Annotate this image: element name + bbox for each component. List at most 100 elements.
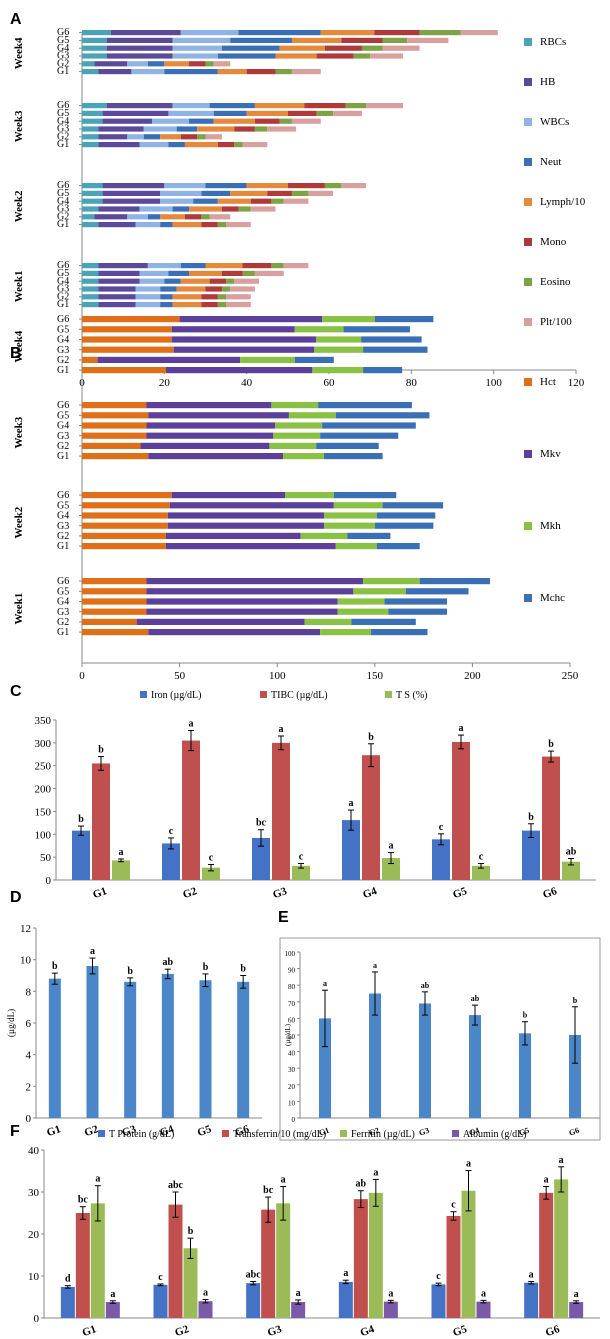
category-label: G5 (451, 885, 469, 901)
y-tick-label: 80 (288, 983, 296, 991)
bar-segment-mchc (316, 442, 379, 449)
bar-segment-eosino (217, 222, 227, 228)
bar-segment-hb (106, 103, 173, 109)
bar-segment-neut (238, 30, 321, 36)
category-label: G4 (359, 1323, 377, 1339)
y-tick-label: 0 (26, 1113, 32, 1125)
bar-segment-wbcs (135, 222, 161, 228)
legend-swatch (524, 318, 532, 326)
significance-label: a (459, 723, 464, 734)
significance-label: ab (471, 994, 480, 1003)
y-tick-label: 30 (28, 1187, 40, 1199)
bar-segment-mono (304, 103, 346, 109)
x-tick-label: 80 (406, 377, 418, 389)
category-label: G6 (541, 885, 559, 901)
bar-segment-mono (234, 126, 255, 132)
significance-label: b (573, 996, 578, 1005)
significance-label: c (479, 852, 484, 863)
bar-segment-hct (82, 608, 147, 615)
significance-label: b (203, 962, 209, 973)
bar-segment-wbcs (172, 37, 231, 43)
bar-segment-neut (160, 302, 173, 308)
bar-segment-hb (102, 198, 161, 204)
significance-label: a (296, 1288, 301, 1299)
legend-swatch (524, 594, 532, 602)
significance-label: a (388, 1288, 393, 1299)
bar-segment-rbcs (82, 45, 107, 51)
week-label: Week2 (13, 190, 25, 222)
group-label: G3 (57, 431, 69, 442)
bar-segment-mono (201, 294, 218, 300)
bar-segment-wbcs (180, 30, 239, 36)
group-label: G3 (57, 204, 69, 215)
significance-label: a (529, 1269, 534, 1280)
bar (183, 1248, 198, 1318)
significance-label: d (65, 1274, 71, 1285)
bar (446, 1215, 461, 1318)
significance-label: c (436, 1271, 441, 1282)
group-label: G6 (57, 100, 69, 111)
significance-label: b (548, 739, 554, 750)
bar-segment-mchc (324, 453, 383, 460)
bar-segment-mkh (322, 316, 375, 323)
significance-label: a (349, 798, 354, 809)
significance-label: a (110, 1289, 115, 1300)
bar (469, 1015, 481, 1118)
bar-segment-lymph-10 (254, 103, 305, 109)
bar-segment-plt-100 (254, 270, 284, 276)
bar-segment-mchc (382, 502, 444, 509)
group-label: G5 (57, 35, 69, 46)
bar-segment-wbcs (139, 278, 165, 284)
bar-segment-mkv (169, 502, 334, 509)
bar-segment-hct (82, 532, 166, 539)
bar-segment-plt-100 (291, 69, 321, 75)
panel-letter: C (10, 683, 22, 700)
group-label: G4 (57, 511, 69, 522)
bar-segment-rbcs (82, 183, 103, 189)
week-label: Week4 (13, 330, 25, 362)
bar-segment-lymph-10 (246, 183, 288, 189)
significance-label: a (481, 1288, 486, 1299)
legend-label: Mono (540, 236, 567, 248)
bar (522, 830, 540, 880)
y-tick-label: 4 (26, 1050, 32, 1062)
bar-segment-hb (106, 37, 173, 43)
bar-segment-neut (209, 103, 255, 109)
bar-segment-hb (98, 142, 140, 148)
bar-segment-mchc (294, 356, 334, 363)
bar-segment-mkv (136, 618, 305, 625)
bar-segment-wbcs (151, 118, 190, 124)
x-tick-label: 250 (562, 670, 579, 682)
bar-segment-mkv (146, 432, 274, 439)
bar-segment-lymph-10 (184, 142, 218, 148)
y-tick-label: 70 (288, 1000, 296, 1008)
bar-segment-eosino (242, 270, 255, 276)
bar-segment-lymph-10 (172, 294, 202, 300)
bar (60, 1286, 75, 1318)
bar-segment-wbcs (172, 45, 222, 51)
bar-segment-rbcs (82, 126, 99, 132)
bar-segment-mchc (347, 532, 391, 539)
bar-segment-neut (201, 190, 231, 196)
legend-label: Mchc (540, 592, 565, 604)
bar-segment-eosino (217, 294, 227, 300)
bar-segment-wbcs (135, 286, 161, 292)
x-tick-label: 200 (464, 670, 481, 682)
bar-segment-hct (82, 336, 172, 343)
bar-segment-rbcs (82, 142, 99, 148)
bar-segment-neut (221, 45, 280, 51)
bar-segment-mono (324, 45, 362, 51)
significance-label: c (451, 1200, 456, 1211)
bar-segment-neut (164, 278, 181, 284)
y-tick-label: 100 (35, 829, 52, 841)
x-tick-label: 0 (79, 670, 85, 682)
bar (92, 763, 110, 880)
bar-segment-mkv (97, 356, 241, 363)
bar-segment-mkv (171, 492, 286, 499)
bar-segment-mkh (337, 608, 389, 615)
significance-label: abc (168, 1180, 184, 1191)
significance-label: a (119, 847, 124, 858)
bar-segment-neut (147, 214, 161, 220)
significance-label: abc (246, 1269, 262, 1280)
y-tick-label: 300 (35, 738, 52, 750)
